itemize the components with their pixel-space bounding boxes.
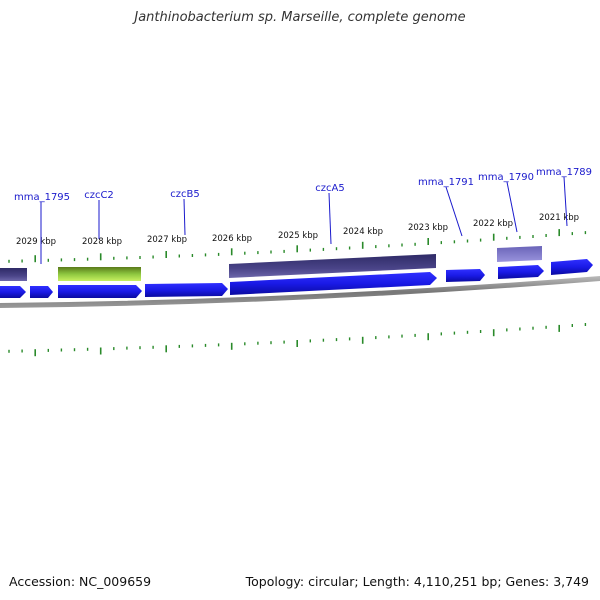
- gene-label-czcA5[interactable]: czcA5: [315, 183, 344, 194]
- gene-arrow[interactable]: [551, 259, 593, 275]
- leader-line: [445, 186, 463, 237]
- ruler-labels: 2029 kbp 2028 kbp 2027 kbp 2026 kbp 2025…: [16, 213, 579, 247]
- gene-arrow[interactable]: [230, 272, 437, 295]
- leader-line: [506, 181, 518, 233]
- forward-strand-track: [0, 259, 593, 298]
- feature-block[interactable]: [0, 268, 27, 281]
- gene-label-czcC2[interactable]: czcC2: [84, 190, 114, 201]
- genome-summary-text: Topology: circular; Length: 4,110,251 bp…: [245, 574, 589, 589]
- gene-label-mma_1791[interactable]: mma_1791: [418, 177, 474, 188]
- ruler-label: 2025 kbp: [278, 231, 318, 241]
- gene-arrow[interactable]: [58, 285, 142, 298]
- leader-line: [563, 176, 568, 227]
- gene-arrow[interactable]: [498, 265, 544, 279]
- gene-arrow[interactable]: [0, 286, 26, 298]
- leader-line: [328, 192, 332, 245]
- genome-backbone: [0, 276, 600, 308]
- ruler-label: 2021 kbp: [539, 213, 579, 223]
- leader-line: [183, 198, 186, 236]
- outer-tick-ruler: [8, 229, 587, 263]
- map-title: Janthinobacterium sp. Marseille, complet…: [134, 10, 466, 25]
- ruler-label: 2026 kbp: [212, 234, 252, 244]
- feature-track: [0, 246, 542, 281]
- ruler-label: 2024 kbp: [343, 227, 383, 237]
- gene-labels: mma_1795 czcC2 czcB5 czcA5 mma_1791 mma_…: [14, 167, 592, 203]
- ruler-label: 2028 kbp: [82, 237, 122, 247]
- feature-block-highlight[interactable]: [58, 267, 141, 281]
- gene-arrow[interactable]: [446, 269, 485, 282]
- gene-arrow[interactable]: [30, 286, 53, 298]
- gene-label-mma_1789[interactable]: mma_1789: [536, 167, 592, 178]
- gene-label-mma_1790[interactable]: mma_1790: [478, 172, 534, 183]
- gene-label-leaders: [40, 176, 568, 264]
- feature-block[interactable]: [229, 254, 436, 278]
- gene-arrow[interactable]: [145, 283, 228, 297]
- ruler-label: 2022 kbp: [473, 219, 513, 229]
- ruler-label: 2027 kbp: [147, 235, 187, 245]
- feature-block-light[interactable]: [497, 246, 542, 262]
- ruler-label: 2029 kbp: [16, 237, 56, 247]
- gene-label-czcB5[interactable]: czcB5: [170, 189, 199, 200]
- accession-text: Accession: NC_009659: [9, 574, 152, 589]
- inner-tick-ruler: [8, 323, 587, 357]
- ruler-label: 2023 kbp: [408, 223, 448, 233]
- gene-label-mma_1795[interactable]: mma_1795: [14, 192, 70, 203]
